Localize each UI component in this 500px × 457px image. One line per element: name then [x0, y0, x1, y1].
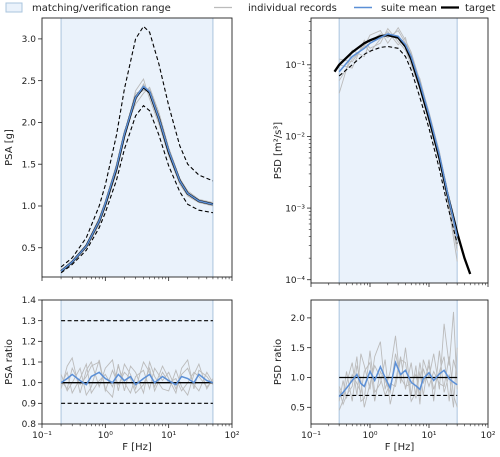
y-tick-label: 0.8: [22, 420, 37, 430]
y-axis-label: PSD ratio: [273, 339, 284, 385]
y-tick-label: 1.5: [291, 344, 305, 354]
x-tick-label: 10¹: [161, 431, 176, 441]
axes-frame: [310, 299, 489, 425]
axes-frame: [310, 17, 489, 284]
tolerance-bound-line: [338, 45, 458, 244]
y-axis-label: PSA ratio: [4, 339, 15, 385]
y-tick-label: 0.5: [291, 404, 305, 414]
tolerance-bound-line: [60, 104, 213, 274]
legend-target-label: target: [465, 3, 495, 14]
individual-record-line-3: [60, 362, 214, 395]
legend-range-label: matching/verification range: [32, 3, 171, 14]
individual-record-line-1: [338, 311, 458, 411]
individual-record-line-2: [60, 359, 214, 399]
legend-range-swatch: [5, 2, 23, 13]
y-tick-label: 0.9: [22, 400, 37, 410]
y-tick-label: 1.2: [22, 338, 36, 348]
psa-ratio-panel: 10⁻¹ 10⁰ 10¹ 10² 0.8 0.9 1.0 1.1 1.2 1.3 1.4 PSA ra…: [4, 296, 240, 453]
psd-ratio-panel: 10⁻¹ 10⁰ 10¹ 10² 0.5 1.0 1.5 2.0 PSD ratio F [Hz]: [273, 299, 496, 453]
y-tick-label: 2.0: [291, 314, 306, 324]
y-tick-label: 1.0: [22, 202, 37, 212]
y-axis-label: PSD [m²/s³]: [273, 122, 284, 179]
x-tick-label: 10⁻¹: [301, 431, 321, 441]
x-tick-label: 10⁰: [98, 431, 113, 441]
plot-area: [60, 25, 214, 274]
x-tick-label: 10²: [480, 431, 495, 441]
y-tick-label: 1.4: [22, 296, 37, 306]
x-tick-label: 10¹: [421, 431, 436, 441]
matching-range-band: [61, 18, 213, 277]
suite-mean-line: [338, 360, 458, 398]
legend-records-label: individual records: [248, 3, 337, 14]
axes-frame: [41, 17, 233, 278]
y-tick-label: 10⁻²: [285, 133, 305, 143]
x-tick-label: 10⁻¹: [32, 431, 52, 441]
individual-record-line-1: [60, 356, 214, 395]
y-tick-label: 10⁻³: [285, 204, 305, 214]
individual-record-line-3: [338, 353, 458, 408]
plot-area: [333, 26, 472, 275]
y-tick-label: 0.5: [22, 244, 36, 254]
legend-mean-label: suite mean: [381, 3, 437, 14]
y-tick-label: 1.5: [22, 160, 36, 170]
suite-mean-line: [60, 85, 214, 272]
y-tick-label: 10⁻⁴: [285, 276, 305, 286]
psd-panel: 10⁻⁴ 10⁻³ 10⁻² 10⁻¹ PSD [m²/s³]: [273, 17, 489, 287]
y-tick-label: 10⁻¹: [285, 61, 305, 71]
suite-mean-line: [60, 371, 214, 386]
x-tick-label: 10⁰: [362, 431, 377, 441]
plot-area: [338, 311, 458, 411]
suite-mean-line: [338, 33, 458, 237]
matching-range-band: [61, 300, 213, 424]
psa-panel: 0.5 1.0 1.5 2.0 2.5 3.0 PSA [g]: [4, 17, 233, 281]
legend: matching/verification range individual r…: [5, 2, 495, 14]
x-axis-label: F [Hz]: [385, 442, 415, 453]
y-tick-label: 1.1: [22, 358, 36, 368]
x-axis-label: F [Hz]: [122, 442, 152, 453]
y-tick-label: 1.0: [22, 379, 37, 389]
y-tick-label: 1.0: [291, 374, 306, 384]
y-tick-label: 1.3: [22, 317, 36, 327]
y-axis-label: PSA [g]: [4, 129, 15, 166]
y-tick-label: 2.5: [22, 77, 36, 87]
individual-record-line-1: [60, 77, 214, 273]
x-tick-label: 10²: [224, 431, 239, 441]
plot-area: [60, 320, 214, 404]
y-tick-label: 3.0: [22, 35, 37, 45]
y-tick-label: 2.0: [22, 119, 37, 129]
